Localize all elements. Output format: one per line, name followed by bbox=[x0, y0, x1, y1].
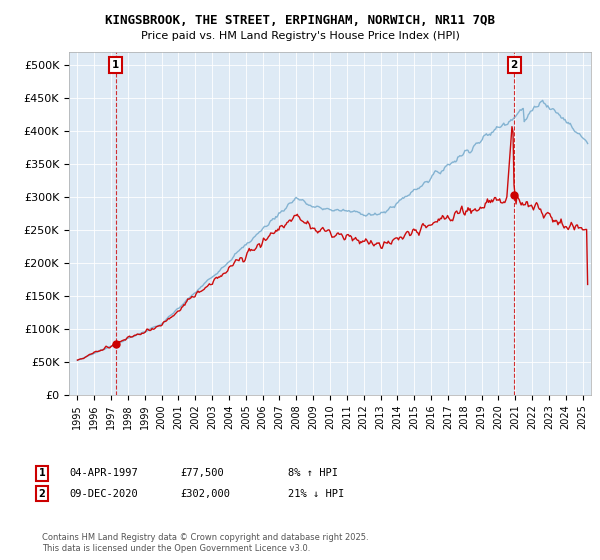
Text: Price paid vs. HM Land Registry's House Price Index (HPI): Price paid vs. HM Land Registry's House … bbox=[140, 31, 460, 41]
Text: 1: 1 bbox=[112, 60, 119, 70]
Text: 8% ↑ HPI: 8% ↑ HPI bbox=[288, 468, 338, 478]
Text: 09-DEC-2020: 09-DEC-2020 bbox=[69, 489, 138, 499]
Text: £77,500: £77,500 bbox=[180, 468, 224, 478]
Text: KINGSBROOK, THE STREET, ERPINGHAM, NORWICH, NR11 7QB: KINGSBROOK, THE STREET, ERPINGHAM, NORWI… bbox=[105, 14, 495, 27]
Text: Contains HM Land Registry data © Crown copyright and database right 2025.
This d: Contains HM Land Registry data © Crown c… bbox=[42, 533, 368, 553]
Text: 2: 2 bbox=[511, 60, 518, 70]
Text: 1: 1 bbox=[38, 468, 46, 478]
Text: £302,000: £302,000 bbox=[180, 489, 230, 499]
Text: 04-APR-1997: 04-APR-1997 bbox=[69, 468, 138, 478]
Text: 21% ↓ HPI: 21% ↓ HPI bbox=[288, 489, 344, 499]
Text: 2: 2 bbox=[38, 489, 46, 499]
